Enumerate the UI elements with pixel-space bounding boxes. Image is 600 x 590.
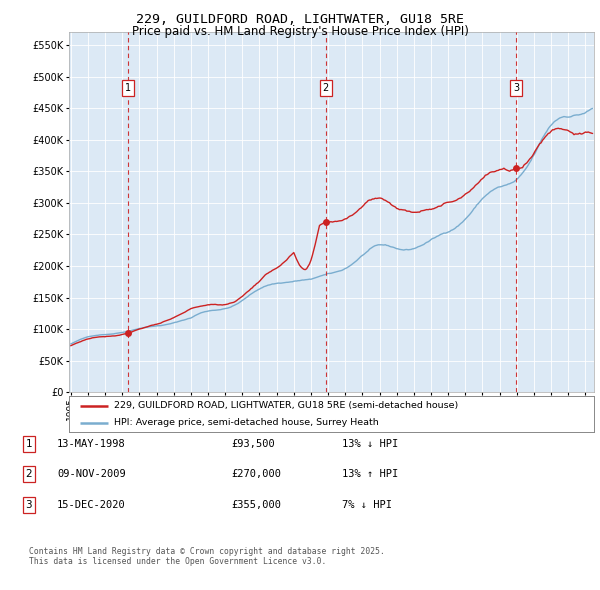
Text: 229, GUILDFORD ROAD, LIGHTWATER, GU18 5RE (semi-detached house): 229, GUILDFORD ROAD, LIGHTWATER, GU18 5R… xyxy=(113,401,458,410)
Text: HPI: Average price, semi-detached house, Surrey Heath: HPI: Average price, semi-detached house,… xyxy=(113,418,379,427)
Text: 15-DEC-2020: 15-DEC-2020 xyxy=(57,500,126,510)
Text: Contains HM Land Registry data © Crown copyright and database right 2025.: Contains HM Land Registry data © Crown c… xyxy=(29,547,385,556)
Text: 1: 1 xyxy=(25,439,32,448)
Text: 13% ↑ HPI: 13% ↑ HPI xyxy=(342,470,398,479)
Text: 09-NOV-2009: 09-NOV-2009 xyxy=(57,470,126,479)
Text: 7% ↓ HPI: 7% ↓ HPI xyxy=(342,500,392,510)
Text: £270,000: £270,000 xyxy=(231,470,281,479)
Text: 3: 3 xyxy=(25,500,32,510)
Text: Price paid vs. HM Land Registry's House Price Index (HPI): Price paid vs. HM Land Registry's House … xyxy=(131,25,469,38)
Text: £355,000: £355,000 xyxy=(231,500,281,510)
Text: This data is licensed under the Open Government Licence v3.0.: This data is licensed under the Open Gov… xyxy=(29,558,326,566)
Text: 13% ↓ HPI: 13% ↓ HPI xyxy=(342,439,398,448)
Text: 1: 1 xyxy=(125,83,131,93)
Text: 229, GUILDFORD ROAD, LIGHTWATER, GU18 5RE: 229, GUILDFORD ROAD, LIGHTWATER, GU18 5R… xyxy=(136,13,464,26)
Text: 2: 2 xyxy=(25,470,32,479)
Text: £93,500: £93,500 xyxy=(231,439,275,448)
Text: 13-MAY-1998: 13-MAY-1998 xyxy=(57,439,126,448)
Text: 3: 3 xyxy=(513,83,519,93)
Text: 2: 2 xyxy=(323,83,329,93)
